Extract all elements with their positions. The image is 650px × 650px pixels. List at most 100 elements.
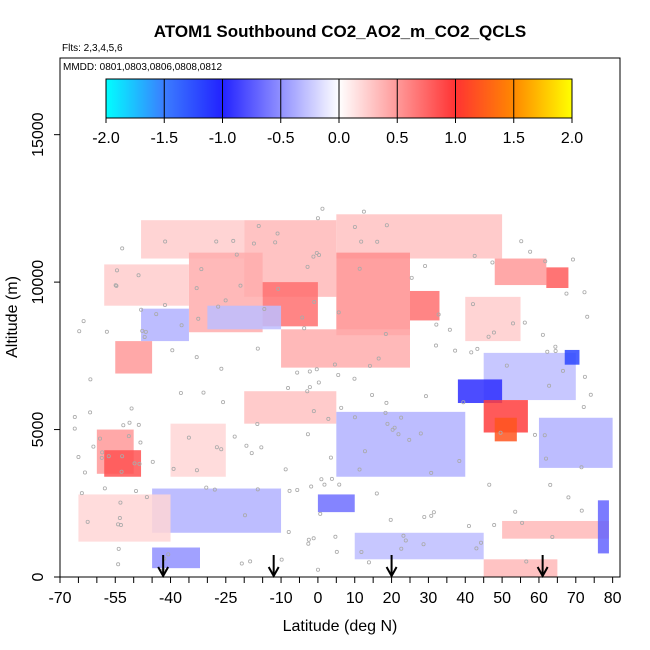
sample-point — [542, 433, 547, 438]
sample-point — [201, 390, 206, 395]
sample-point — [136, 273, 141, 278]
sample-point — [287, 488, 292, 493]
sample-point — [547, 383, 552, 388]
sample-point — [384, 400, 389, 405]
sample-point — [548, 482, 553, 487]
arrow-head — [157, 566, 170, 579]
arrow-head — [385, 566, 398, 579]
sample-point — [352, 224, 357, 229]
sample-point — [249, 451, 254, 456]
sample-point — [179, 323, 184, 328]
sample-point — [311, 409, 316, 414]
heatmap-cell — [281, 329, 410, 368]
sample-point — [337, 482, 342, 487]
sample-point — [498, 430, 503, 435]
sample-point — [311, 536, 316, 541]
sample-point — [322, 482, 327, 487]
sample-point — [194, 468, 199, 473]
sample-point — [283, 467, 288, 472]
sample-point — [259, 445, 264, 450]
x-tick-label: 30 — [420, 590, 438, 607]
heatmap-cell — [336, 252, 410, 336]
sample-point — [194, 355, 199, 360]
heatmap-cell — [170, 423, 226, 477]
sample-point — [234, 252, 239, 257]
sample-point — [490, 260, 495, 265]
sample-point — [332, 362, 337, 367]
sample-point — [366, 560, 371, 565]
sample-point — [566, 495, 571, 500]
heatmap-cell — [494, 258, 547, 286]
heatmap-cells — [78, 214, 613, 577]
sample-point — [295, 487, 300, 492]
sample-point — [129, 406, 134, 411]
sample-point — [139, 307, 144, 312]
heatmap-cell — [152, 488, 282, 533]
arrow-markers — [157, 555, 549, 579]
sample-point — [239, 561, 244, 566]
sample-point — [328, 455, 333, 460]
heatmap-cell — [78, 494, 171, 542]
heatmap-cell — [244, 391, 337, 424]
sample-point — [154, 312, 159, 317]
sample-point — [399, 415, 404, 420]
sample-point — [162, 302, 167, 307]
sample-point — [286, 529, 291, 534]
sample-point — [470, 302, 475, 307]
sample-point — [540, 332, 545, 337]
chart-title: ATOM1 Southbound CO2_AO2_m_CO2_QCLS — [154, 22, 526, 41]
sample-point — [273, 240, 278, 245]
sample-point — [336, 310, 341, 315]
sample-point — [114, 283, 119, 288]
sample-point — [120, 454, 125, 459]
sample-point — [142, 334, 147, 339]
sample-point — [585, 314, 590, 319]
sample-point — [431, 510, 436, 515]
sample-point — [307, 369, 312, 374]
sample-point — [216, 304, 221, 309]
sample-point — [553, 344, 558, 349]
sample-point — [429, 470, 434, 475]
plot-frame — [59, 57, 621, 578]
heatmap-cell — [494, 417, 517, 442]
sample-point — [359, 549, 364, 554]
sample-point — [117, 516, 122, 521]
sample-point — [318, 511, 323, 516]
x-tick-label: 40 — [456, 590, 474, 607]
sample-point — [361, 209, 366, 214]
sample-point — [474, 546, 479, 551]
sample-point — [119, 469, 124, 474]
y-axis: 0 5000 10000 15000 — [30, 112, 60, 581]
sample-point — [392, 425, 397, 430]
sample-point — [524, 559, 529, 564]
sample-point — [132, 461, 137, 466]
sample-point — [579, 508, 584, 513]
x-tick-label: 80 — [604, 590, 622, 607]
sample-point — [163, 239, 168, 244]
sample-point — [126, 434, 131, 439]
sample-point — [545, 349, 550, 354]
sample-point — [423, 264, 428, 269]
x-tick-label: -40 — [159, 590, 182, 607]
sample-point — [113, 283, 118, 288]
sample-point — [329, 476, 334, 481]
sample-point — [466, 524, 471, 529]
x-tick-label: 0 — [313, 590, 322, 607]
colorbar-tick-label: 0.0 — [328, 130, 350, 147]
sample-point — [255, 346, 260, 351]
sample-point — [143, 329, 148, 334]
colorbar-tick-label: 1.5 — [503, 130, 525, 147]
sample-point — [570, 257, 575, 262]
sample-point — [262, 307, 267, 312]
sample-point — [421, 542, 426, 547]
sample-point — [127, 420, 132, 425]
sample-point — [223, 298, 228, 303]
sample-point — [407, 437, 412, 442]
sample-point — [279, 557, 284, 562]
sample-point — [320, 206, 325, 211]
sample-point — [317, 252, 322, 257]
sample-point — [88, 410, 93, 415]
sample-point — [528, 249, 533, 254]
sample-point — [434, 322, 439, 327]
sample-point — [170, 348, 175, 353]
